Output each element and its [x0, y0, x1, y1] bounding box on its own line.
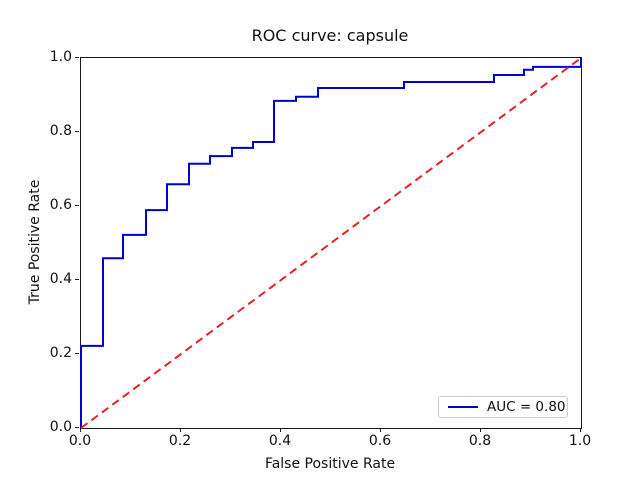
- legend-line-sample: [448, 406, 478, 408]
- plot-area: [80, 57, 582, 429]
- legend: AUC = 0.80: [438, 396, 568, 418]
- y-tick-mark: [75, 131, 79, 132]
- x-tick-label: 0.8: [468, 433, 492, 449]
- roc-curve-svg: [80, 57, 582, 429]
- x-tick-label: 0.0: [68, 433, 92, 449]
- x-tick-label: 0.6: [368, 433, 392, 449]
- x-tick-mark: [180, 428, 181, 432]
- x-axis-label: False Positive Rate: [264, 456, 396, 472]
- x-tick-label: 0.2: [168, 433, 192, 449]
- y-tick-label: 0.2: [49, 345, 72, 361]
- x-tick-label: 0.4: [268, 433, 292, 449]
- y-tick-mark: [75, 57, 79, 58]
- y-tick-label: 0.4: [49, 271, 72, 287]
- x-tick-mark: [280, 428, 281, 432]
- y-tick-label: 1.0: [49, 49, 72, 65]
- x-tick-mark: [380, 428, 381, 432]
- x-tick-mark: [80, 428, 81, 432]
- y-tick-mark: [75, 427, 79, 428]
- legend-label: AUC = 0.80: [487, 399, 566, 415]
- y-tick-label: 0.0: [49, 419, 72, 435]
- x-tick-mark: [480, 428, 481, 432]
- roc-curve-line: [80, 58, 582, 428]
- x-tick-label: 1.0: [568, 433, 592, 449]
- y-tick-label: 0.8: [49, 123, 72, 139]
- chart-title: ROC curve: capsule: [251, 26, 409, 45]
- y-tick-mark: [75, 205, 79, 206]
- chance-diagonal-line: [80, 57, 582, 429]
- y-tick-mark: [75, 353, 79, 354]
- y-tick-mark: [75, 279, 79, 280]
- x-tick-mark: [580, 428, 581, 432]
- y-tick-label: 0.6: [49, 197, 72, 213]
